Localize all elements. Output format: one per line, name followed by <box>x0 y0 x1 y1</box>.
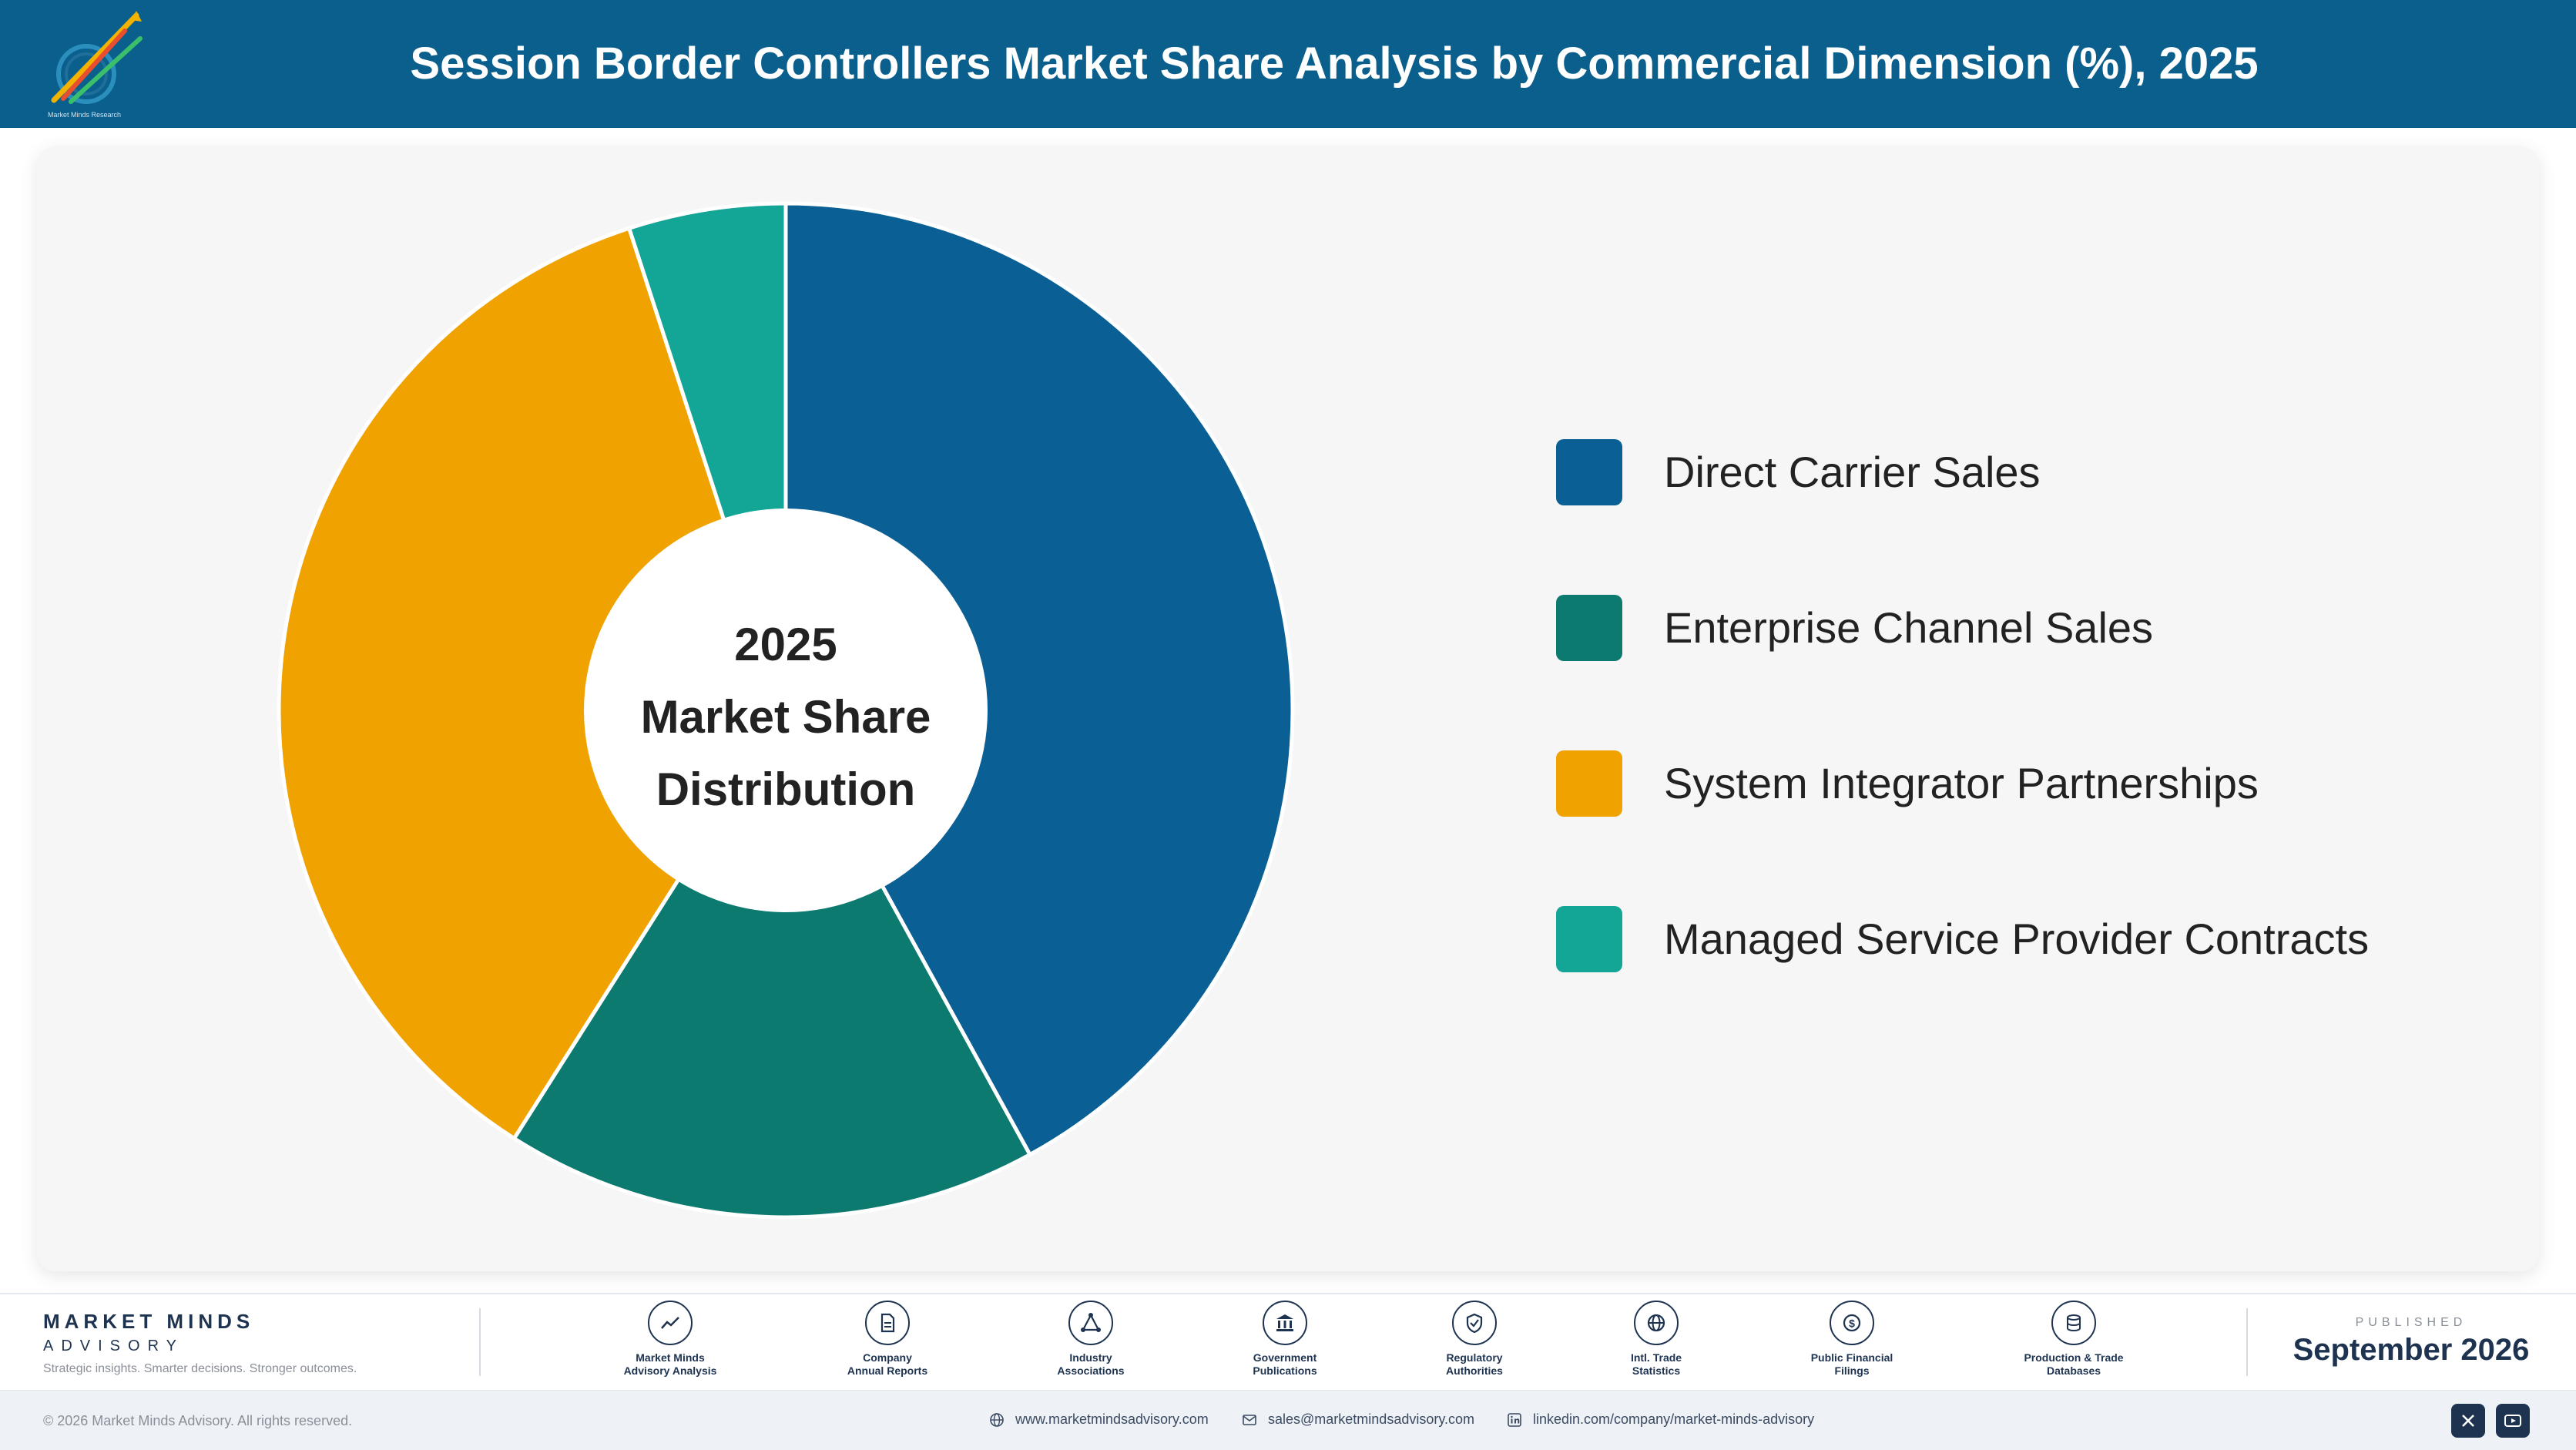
source-label: Intl. Trade Statistics <box>1630 1351 1682 1377</box>
source-trade-statistics[interactable]: Intl. Trade Statistics <box>1564 1301 1749 1378</box>
published-label: PUBLISHED <box>2355 1316 2467 1329</box>
source-government-publications[interactable]: Government Publications <box>1192 1301 1377 1378</box>
footer-divider <box>2246 1308 2248 1376</box>
svg-text:$: $ <box>1849 1317 1855 1330</box>
logo-text: Market Minds Research <box>48 111 121 119</box>
source-annual-reports[interactable]: Company Annual Reports <box>795 1301 980 1378</box>
published-date: September 2026 <box>2293 1333 2530 1367</box>
website-text: www.marketmindsadvisory.com <box>1015 1411 1209 1427</box>
linkedin-text: linkedin.com/company/market-minds-adviso… <box>1533 1411 1815 1427</box>
dollar-coin-icon: $ <box>1830 1301 1874 1345</box>
database-icon <box>2051 1301 2096 1345</box>
footer-contact-bar <box>0 1390 2576 1450</box>
youtube-icon[interactable] <box>2496 1404 2530 1438</box>
pie-slice-direct-carrier-sales[interactable] <box>783 201 1295 1158</box>
donut-chart <box>277 201 1295 1220</box>
source-advisory-analysis[interactable]: Market Minds Advisory Analysis <box>578 1301 763 1378</box>
footer-divider <box>479 1308 481 1376</box>
shield-check-icon <box>1452 1301 1497 1345</box>
brand-sub: ADVISORY <box>43 1338 184 1354</box>
center-label-line2: Market Share <box>640 691 931 743</box>
legend-label: System Integrator Partnerships <box>1664 759 2259 807</box>
linkedin-link[interactable]: linkedin.com/company/market-minds-adviso… <box>1507 1411 1814 1428</box>
page-title: Session Border Controllers Market Share … <box>410 39 2259 89</box>
source-regulatory-authorities[interactable]: Regulatory Authorities <box>1382 1301 1567 1378</box>
source-label: Regulatory Authorities <box>1446 1351 1503 1377</box>
email-link[interactable]: sales@marketmindsadvisory.com <box>1242 1411 1474 1428</box>
government-building-icon <box>1263 1301 1307 1345</box>
pie-slice-system-integrator-partnerships[interactable] <box>277 226 788 1142</box>
network-icon <box>1068 1301 1113 1345</box>
header-bar: Market Minds Research Session Border Con… <box>0 0 2576 128</box>
brand-tagline: Strategic insights. Smarter decisions. S… <box>43 1362 357 1375</box>
legend-swatch <box>1556 750 1622 817</box>
document-icon <box>865 1301 910 1345</box>
source-label: Public Financial Filings <box>1810 1351 1893 1377</box>
legend-label: Direct Carrier Sales <box>1664 448 2041 496</box>
x-icon[interactable] <box>2451 1404 2485 1438</box>
source-trade-databases[interactable]: Production & Trade Databases <box>1981 1301 2166 1378</box>
legend-label: Managed Service Provider Contracts <box>1664 915 2370 963</box>
source-label: Production & Trade Databases <box>2024 1351 2124 1377</box>
source-industry-associations[interactable]: Industry Associations <box>998 1301 1183 1378</box>
center-label-line3: Distribution <box>656 764 916 815</box>
donut-hole <box>584 509 988 912</box>
globe-icon <box>1634 1301 1679 1345</box>
source-label: Industry Associations <box>1057 1351 1125 1377</box>
legend-swatch <box>1556 439 1622 505</box>
brand-name: MARKET MINDS <box>43 1310 255 1333</box>
source-financial-filings[interactable]: $ Public Financial Filings <box>1759 1301 1944 1378</box>
source-label: Government Publications <box>1253 1351 1317 1377</box>
copyright: © 2026 Market Minds Advisory. All rights… <box>43 1413 353 1428</box>
source-label: Market Minds Advisory Analysis <box>623 1351 717 1377</box>
center-label-year: 2025 <box>734 619 837 670</box>
globe-icon <box>990 1412 1004 1427</box>
legend-label: Enterprise Channel Sales <box>1664 603 2154 652</box>
market-minds-logo: Market Minds Research <box>48 11 143 119</box>
trend-line-icon <box>648 1301 693 1345</box>
donut-center-label: 2025 Market Share Distribution <box>585 609 986 826</box>
pie-slice-enterprise-channel-sales[interactable] <box>511 707 1033 1220</box>
legend-swatch <box>1556 906 1622 972</box>
website-link[interactable]: www.marketmindsadvisory.com <box>989 1411 1209 1428</box>
linkedin-icon <box>1508 1412 1521 1427</box>
legend-swatch <box>1556 595 1622 661</box>
mail-icon <box>1243 1414 1256 1425</box>
email-text: sales@marketmindsadvisory.com <box>1268 1411 1475 1427</box>
source-label: Company Annual Reports <box>847 1351 928 1377</box>
